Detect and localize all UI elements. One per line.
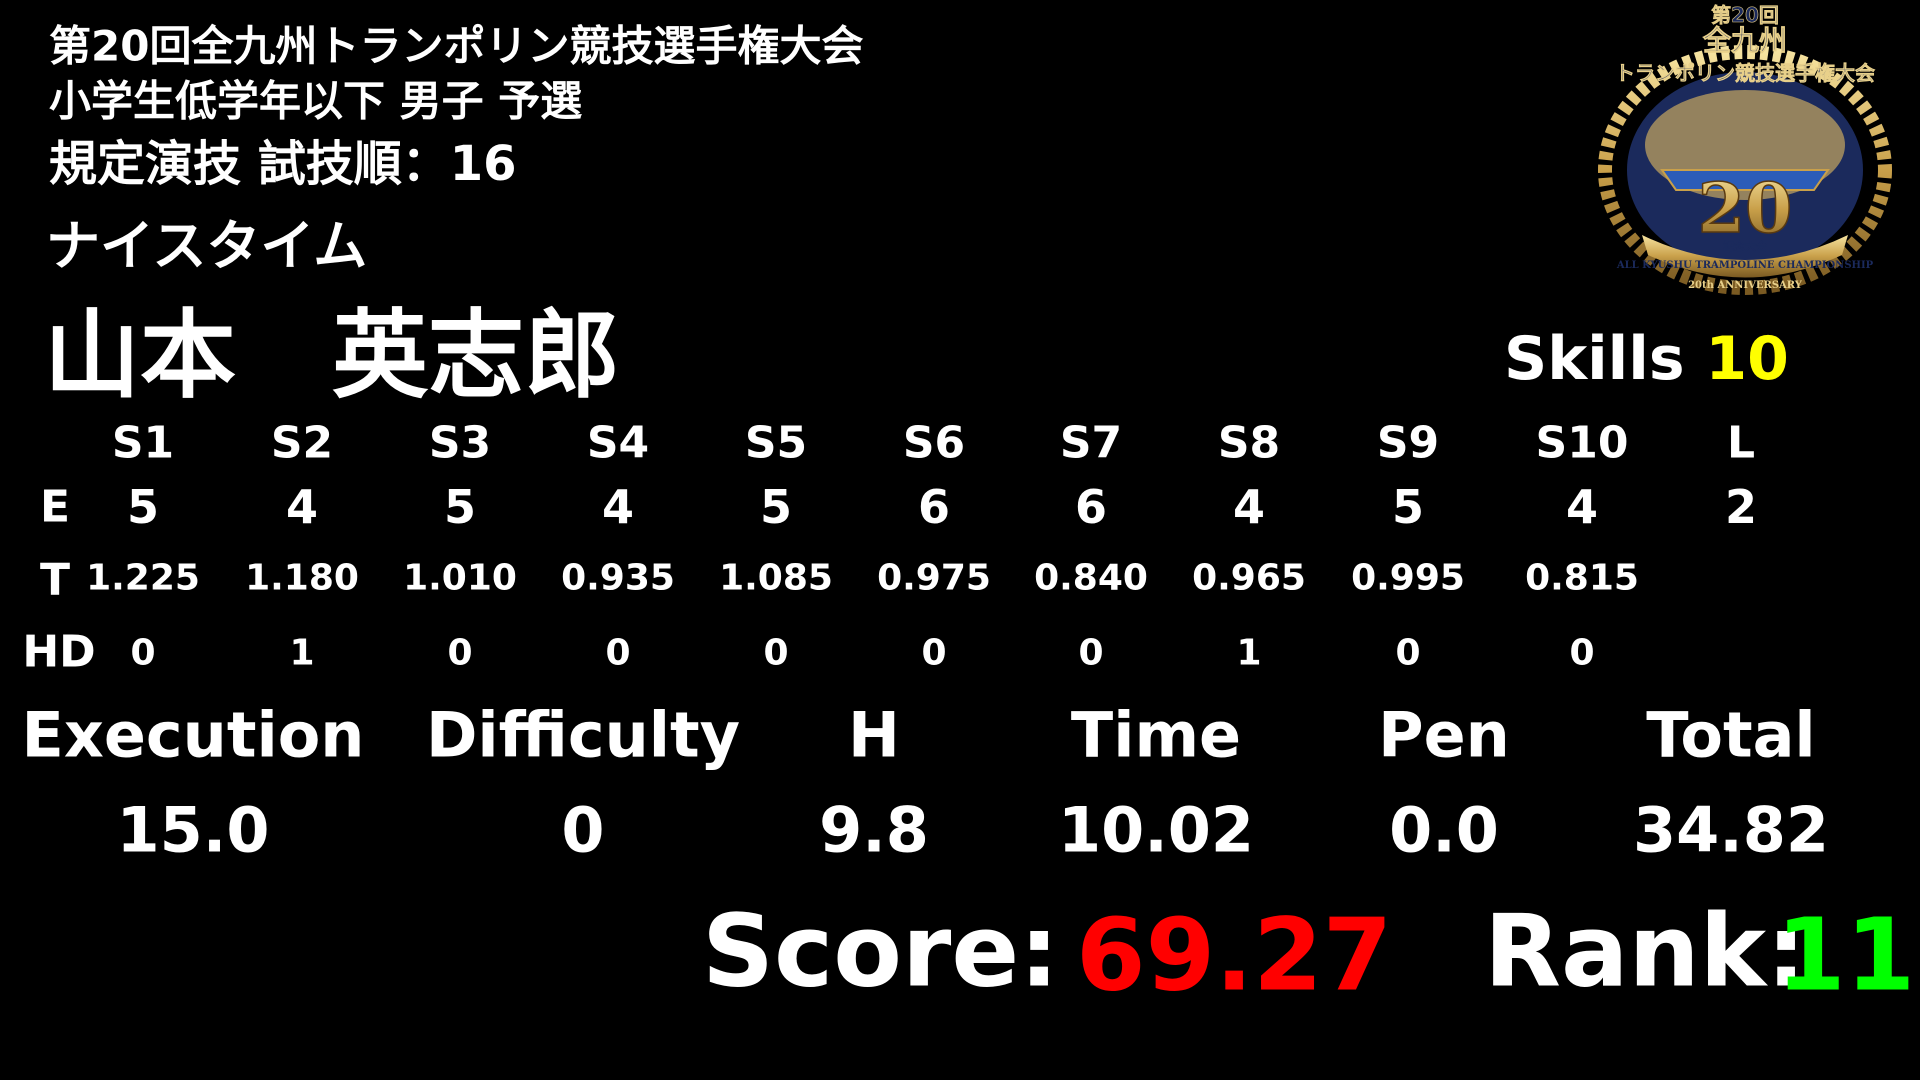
column-header: S6 (902, 417, 966, 469)
row-label-e: E (39, 481, 71, 533)
skills-label: Skills (1504, 324, 1685, 394)
time-value: 1.225 (86, 557, 200, 599)
hd-value: 0 (1395, 632, 1421, 674)
time-value: 1.085 (719, 557, 833, 599)
time-value: 1.180 (245, 557, 359, 599)
column-header: S8 (1217, 417, 1281, 469)
club-name: ナイスタイム (46, 214, 368, 278)
column-header: S5 (744, 417, 808, 469)
summary-header: H (848, 698, 900, 772)
summary-value: 0 (561, 793, 605, 867)
time-value: 0.965 (1192, 557, 1306, 599)
svg-text:トランポリン競技選手権大会: トランポリン競技選手権大会 (1615, 61, 1875, 85)
column-header: S4 (586, 417, 650, 469)
time-value: 0.935 (561, 557, 675, 599)
summary-header: Execution (21, 698, 365, 772)
e-score: 4 (285, 480, 319, 534)
event-title: 第20回全九州トランポリン競技選手権大会 (49, 21, 864, 71)
svg-text:記念大会: 記念大会 (1723, 239, 1768, 253)
score-label: Score: (702, 892, 1060, 1010)
svg-text:全九州: 全九州 (1702, 24, 1787, 57)
e-score: 4 (1565, 480, 1599, 534)
column-header: S10 (1535, 417, 1629, 469)
time-value: 0.840 (1034, 557, 1148, 599)
hd-value: 1 (1236, 632, 1262, 674)
column-header: S3 (428, 417, 492, 469)
time-value: 1.010 (403, 557, 517, 599)
e-score: 4 (601, 480, 635, 534)
column-header: S9 (1376, 417, 1440, 469)
column-header: L (1726, 417, 1756, 469)
row-label-t: T (39, 554, 71, 606)
svg-text:20th ANNIVERSARY: 20th ANNIVERSARY (1688, 280, 1803, 291)
hd-value: 0 (921, 632, 947, 674)
score-value: 69.27 (1076, 896, 1393, 1014)
summary-value: 34.82 (1632, 793, 1830, 867)
hd-value: 1 (289, 632, 315, 674)
hd-value: 0 (447, 632, 473, 674)
e-score: 2 (1724, 480, 1758, 534)
summary-header: Difficulty (425, 698, 741, 772)
hd-value: 0 (130, 632, 156, 674)
hd-value: 0 (1569, 632, 1595, 674)
rank-label: Rank: (1484, 892, 1807, 1010)
rank-value: 11 (1776, 896, 1916, 1014)
column-header: S7 (1059, 417, 1123, 469)
hd-value: 0 (605, 632, 631, 674)
summary-header: Time (1070, 698, 1242, 772)
e-score: 6 (1074, 480, 1108, 534)
category-label: 小学生低学年以下 男子 予選 (49, 76, 583, 126)
e-score: 5 (126, 480, 160, 534)
e-score: 6 (917, 480, 951, 534)
logo-text: 第20回 (1711, 3, 1779, 27)
summary-header: Total (1646, 698, 1816, 772)
column-header: S1 (111, 417, 175, 469)
hd-value: 0 (1078, 632, 1104, 674)
athlete-name: 山本 英志郎 (44, 299, 620, 412)
time-value: 0.975 (877, 557, 991, 599)
e-score: 4 (1232, 480, 1266, 534)
skills-value: 10 (1705, 324, 1789, 394)
svg-text:20: 20 (1698, 169, 1793, 249)
column-header: S2 (270, 417, 334, 469)
summary-header: Pen (1378, 698, 1510, 772)
summary-value: 10.02 (1057, 793, 1255, 867)
e-score: 5 (443, 480, 477, 534)
championship-logo: 第20回 全九州 トランポリン競技選手権大会 20 記念大会 ALL KYUSH… (1592, 0, 1898, 300)
summary-value: 9.8 (819, 793, 929, 867)
hd-value: 0 (763, 632, 789, 674)
time-value: 0.815 (1525, 557, 1639, 599)
routine-label: 規定演技 試技順：16 (49, 136, 517, 192)
summary-value: 15.0 (116, 793, 270, 867)
e-score: 5 (759, 480, 793, 534)
e-score: 5 (1391, 480, 1425, 534)
summary-value: 0.0 (1389, 793, 1499, 867)
skills-count: Skills 10 (1504, 324, 1789, 394)
svg-text:ALL KYUSHU TRAMPOLINE CHAMPION: ALL KYUSHU TRAMPOLINE CHAMPIONSHIP (1616, 260, 1874, 271)
time-value: 0.995 (1351, 557, 1465, 599)
row-label-hd: HD (22, 626, 96, 678)
